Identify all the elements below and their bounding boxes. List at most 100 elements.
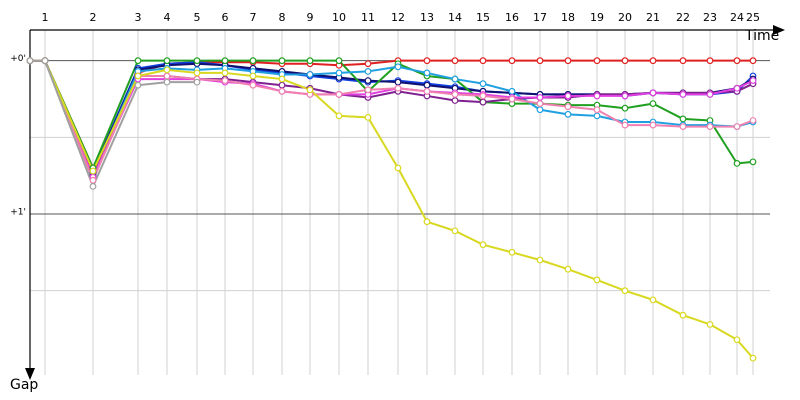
data-point [41,57,49,65]
data-point [89,176,97,184]
data-point [733,84,741,92]
data-point [249,81,257,89]
data-point [508,248,516,256]
data-point [621,104,629,112]
data-point [221,57,229,65]
data-point [335,57,343,65]
x-tick-label: 8 [279,11,286,24]
data-point [163,57,171,65]
x-tick-label: 2 [90,11,97,24]
data-point [278,87,286,95]
x-tick-label: 7 [250,11,257,24]
series-line [30,59,754,176]
data-point [706,321,714,328]
data-point [621,121,629,129]
data-point [423,218,431,226]
data-point [593,276,601,284]
data-point [278,81,286,89]
data-point [451,75,459,83]
data-point [621,287,629,295]
data-point [706,123,714,130]
data-point [593,106,601,114]
series-line [30,59,754,359]
data-point [423,57,431,65]
data-point [451,57,459,65]
data-point [733,159,741,167]
data-point [749,57,757,65]
y-tick-label: +0' [10,54,26,64]
x-tick-label: 21 [646,11,660,24]
data-point [564,103,572,111]
x-tick-label: 1 [42,11,49,24]
data-point [536,106,544,114]
data-point [733,57,741,65]
data-point [649,57,657,65]
x-tick-label: 6 [222,11,229,24]
data-point [221,77,229,84]
x-tick-label: 10 [332,11,346,24]
data-point [649,89,657,97]
data-point [621,57,629,65]
x-tick-label: 12 [391,11,405,24]
data-point [364,86,372,94]
x-tick-label: 4 [164,11,171,24]
data-point [679,57,687,65]
data-point [749,117,757,124]
x-tick-label: 13 [420,11,434,24]
data-point [423,69,431,77]
data-point [451,227,459,235]
x-tick-label: 16 [505,11,519,24]
data-point [593,112,601,120]
data-point [278,75,286,83]
data-point [649,296,657,304]
data-point [508,87,516,95]
data-point [306,86,314,94]
x-tick-label: 20 [618,11,632,24]
x-tick-label: 3 [135,11,142,24]
data-point [451,90,459,98]
data-point [364,77,372,84]
x-tick-label: 14 [448,11,462,24]
data-point [89,167,97,175]
data-point [335,112,343,120]
data-point [163,78,171,86]
data-point [26,57,34,65]
data-point [335,69,343,77]
data-point [536,256,544,264]
x-tick-label: 18 [561,11,575,24]
x-tick-label: 9 [307,11,314,24]
data-point [706,57,714,65]
data-point [249,72,257,80]
data-point [749,354,757,362]
x-tick-label: 24 [730,11,744,24]
x-tick-label: 11 [361,11,375,24]
data-point [479,98,487,106]
data-point [536,57,544,65]
data-point [306,71,314,78]
data-point [193,69,201,77]
data-point [134,72,142,80]
data-point [749,77,757,84]
data-point [679,115,687,123]
data-point [479,57,487,65]
data-point [394,164,402,172]
data-point [451,97,459,104]
data-point [593,92,601,100]
data-point [508,57,516,65]
data-point [679,311,687,319]
data-point [278,57,286,65]
data-point [749,158,757,166]
data-point [564,57,572,65]
x-tick-label: 25 [746,11,760,24]
x-tick-label: 17 [533,11,547,24]
data-point [364,60,372,68]
data-point [679,123,687,130]
data-point [479,92,487,100]
data-point [621,92,629,100]
data-point [706,90,714,98]
x-tick-label: 5 [194,11,201,24]
data-point [564,110,572,118]
data-point [394,63,402,71]
data-point [479,80,487,88]
